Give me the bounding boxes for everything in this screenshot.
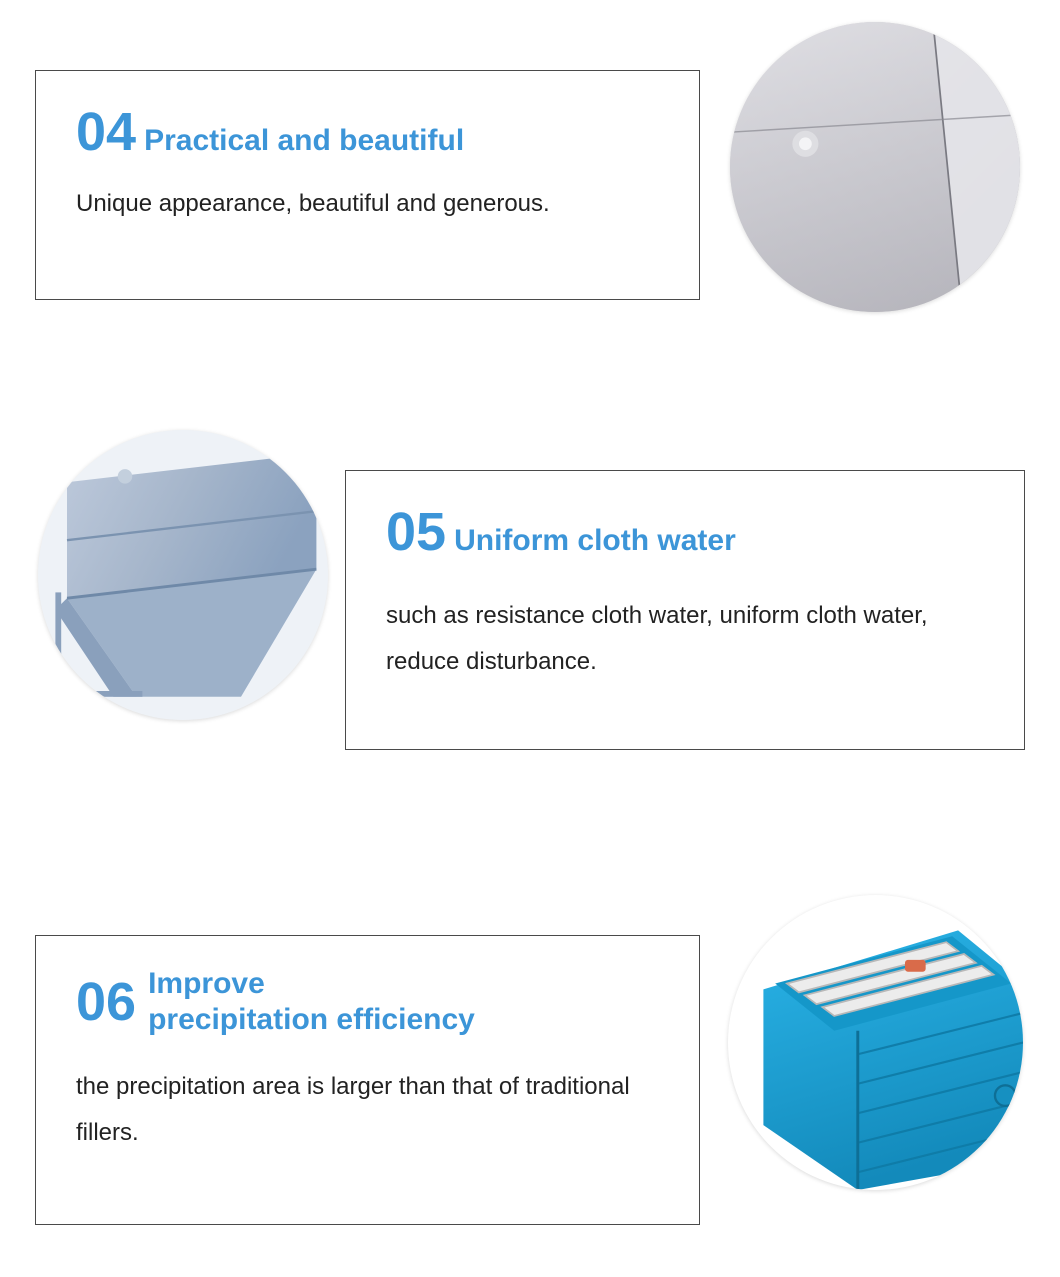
feature-desc: such as resistance cloth water, uniform …: [386, 593, 984, 684]
feature-box-05: 05 Uniform cloth water such as resistanc…: [345, 470, 1025, 750]
feature-box-04: 04 Practical and beautiful Unique appear…: [35, 70, 700, 300]
feature-desc: the precipitation area is larger than th…: [76, 1064, 659, 1155]
feature-title: Improve precipitation efficiency: [148, 966, 475, 1038]
feature-number: 06: [76, 971, 136, 1033]
feature-title-line: 05 Uniform cloth water: [386, 501, 984, 563]
feature-image-06: [728, 895, 1023, 1190]
feature-title-line2: precipitation efficiency: [148, 1003, 475, 1036]
feature-box-06: 06 Improve precipitation efficiency the …: [35, 935, 700, 1225]
feature-number: 05: [386, 501, 446, 563]
equipment-corner-icon: [730, 22, 1020, 312]
feature-image-04: [730, 22, 1020, 312]
lamella-clarifier-icon: [728, 895, 1023, 1190]
feature-title: Uniform cloth water: [454, 524, 736, 558]
feature-title: Practical and beautiful: [144, 124, 464, 158]
feature-title-line: 04 Practical and beautiful: [76, 101, 659, 163]
feature-number: 04: [76, 101, 136, 163]
feature-image-05: [38, 430, 328, 720]
settling-tank-icon: [38, 430, 328, 720]
feature-title-line: 06 Improve precipitation efficiency: [76, 966, 659, 1038]
feature-title-line1: Improve: [148, 967, 265, 1000]
feature-desc: Unique appearance, beautiful and generou…: [76, 181, 659, 227]
